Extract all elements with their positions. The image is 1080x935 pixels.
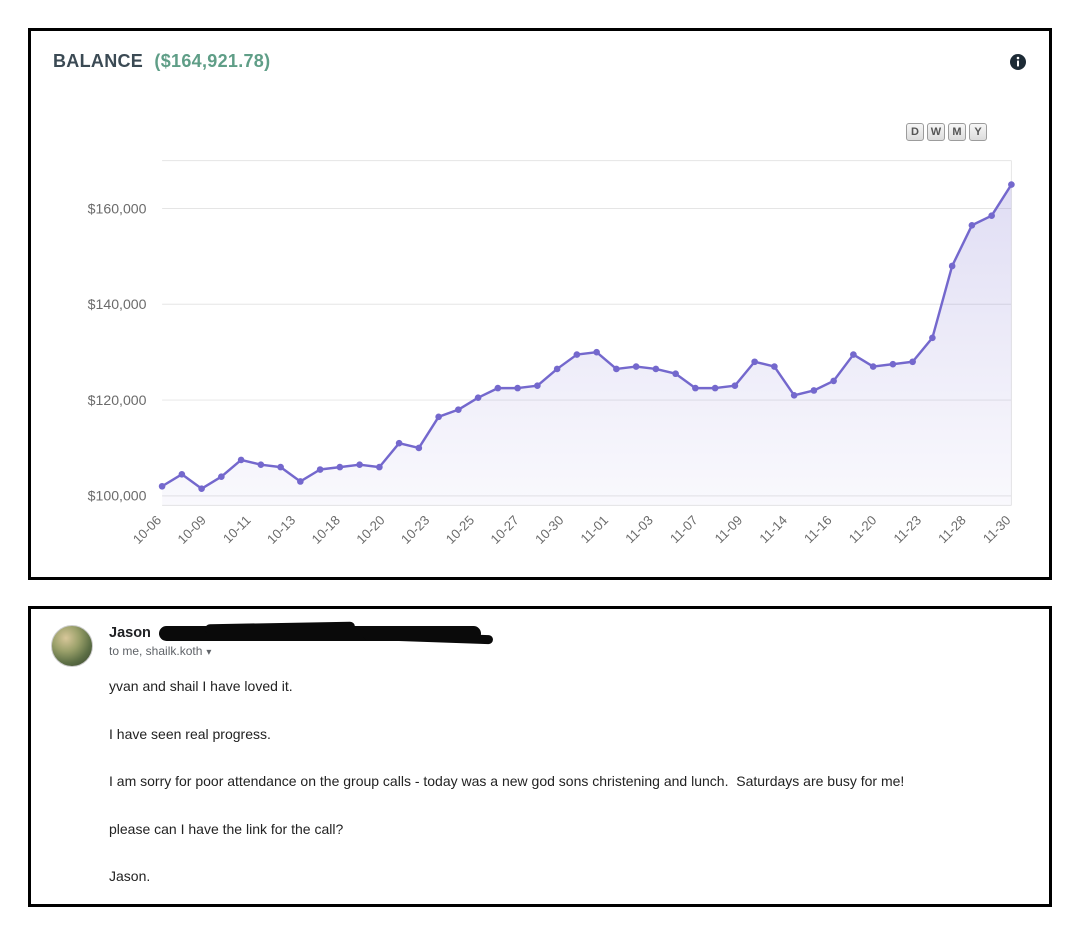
svg-text:10-20: 10-20: [353, 513, 387, 547]
email-paragraph: I have seen real progress.: [109, 725, 271, 742]
email-body: yvan and shail I have loved it. I have se…: [109, 678, 1029, 886]
redacted-email: [158, 625, 481, 641]
svg-text:$120,000: $120,000: [88, 392, 147, 408]
svg-text:$100,000: $100,000: [88, 488, 147, 504]
info-icon[interactable]: [1009, 53, 1027, 76]
svg-text:11-14: 11-14: [756, 513, 790, 547]
svg-text:$140,000: $140,000: [88, 296, 147, 312]
svg-text:10-11: 10-11: [220, 513, 254, 547]
email-paragraph: please can I have the link for the call?: [109, 820, 344, 837]
email-paragraph: Jason.: [109, 868, 151, 884]
sender-line: Jason: [109, 625, 1029, 641]
svg-text:11-03: 11-03: [622, 513, 656, 547]
svg-text:10-23: 10-23: [398, 513, 432, 547]
sender-block: Jason to me, shailk.koth ▾ yvan and shail…: [109, 625, 1029, 890]
chevron-down-icon[interactable]: ▾: [206, 647, 212, 658]
avatar: [51, 625, 93, 667]
email-paragraph: yvan and shail I have loved it.: [109, 678, 293, 694]
svg-text:10-06: 10-06: [130, 513, 164, 547]
range-button-d[interactable]: D: [906, 123, 924, 141]
recipients-line[interactable]: to me, shailk.koth ▾: [109, 644, 1029, 658]
range-button-y[interactable]: Y: [969, 123, 987, 141]
svg-text:10-27: 10-27: [487, 513, 521, 547]
svg-text:11-09: 11-09: [712, 513, 746, 547]
sender-name: Jason: [109, 625, 151, 641]
balance-amount: ($164,921.78): [154, 51, 271, 71]
range-button-w[interactable]: W: [927, 123, 945, 141]
balance-title-group: BALANCE ($164,921.78): [53, 51, 270, 72]
balance-chart: $100,000 $120,000 $140,000 $160,000 10-06 10-…: [88, 160, 1015, 547]
svg-text:10-18: 10-18: [309, 513, 343, 547]
svg-text:10-25: 10-25: [443, 513, 477, 547]
email-panel: Jason to me, shailk.koth ▾ yvan and shail…: [28, 606, 1052, 907]
svg-text:11-20: 11-20: [846, 513, 880, 547]
svg-text:10-09: 10-09: [175, 513, 209, 547]
svg-text:11-28: 11-28: [935, 513, 969, 547]
recipients-text: to me, shailk.koth: [109, 644, 203, 658]
svg-text:11-30: 11-30: [980, 513, 1014, 547]
email-paragraph: I am sorry for poor attendance on the gr…: [109, 773, 905, 789]
balance-panel-header: BALANCE ($164,921.78): [53, 51, 1027, 76]
balance-title: BALANCE: [53, 51, 144, 71]
svg-text:$160,000: $160,000: [88, 200, 147, 216]
svg-text:11-01: 11-01: [578, 513, 612, 547]
svg-text:10-30: 10-30: [532, 513, 566, 547]
svg-text:11-23: 11-23: [890, 513, 924, 547]
svg-text:10-13: 10-13: [264, 513, 298, 547]
svg-text:11-16: 11-16: [801, 513, 835, 547]
range-button-m[interactable]: M: [948, 123, 966, 141]
chart-area: $100,000 $120,000 $140,000 $160,000 10-06 10-…: [53, 147, 1027, 576]
svg-text:11-07: 11-07: [667, 513, 701, 547]
